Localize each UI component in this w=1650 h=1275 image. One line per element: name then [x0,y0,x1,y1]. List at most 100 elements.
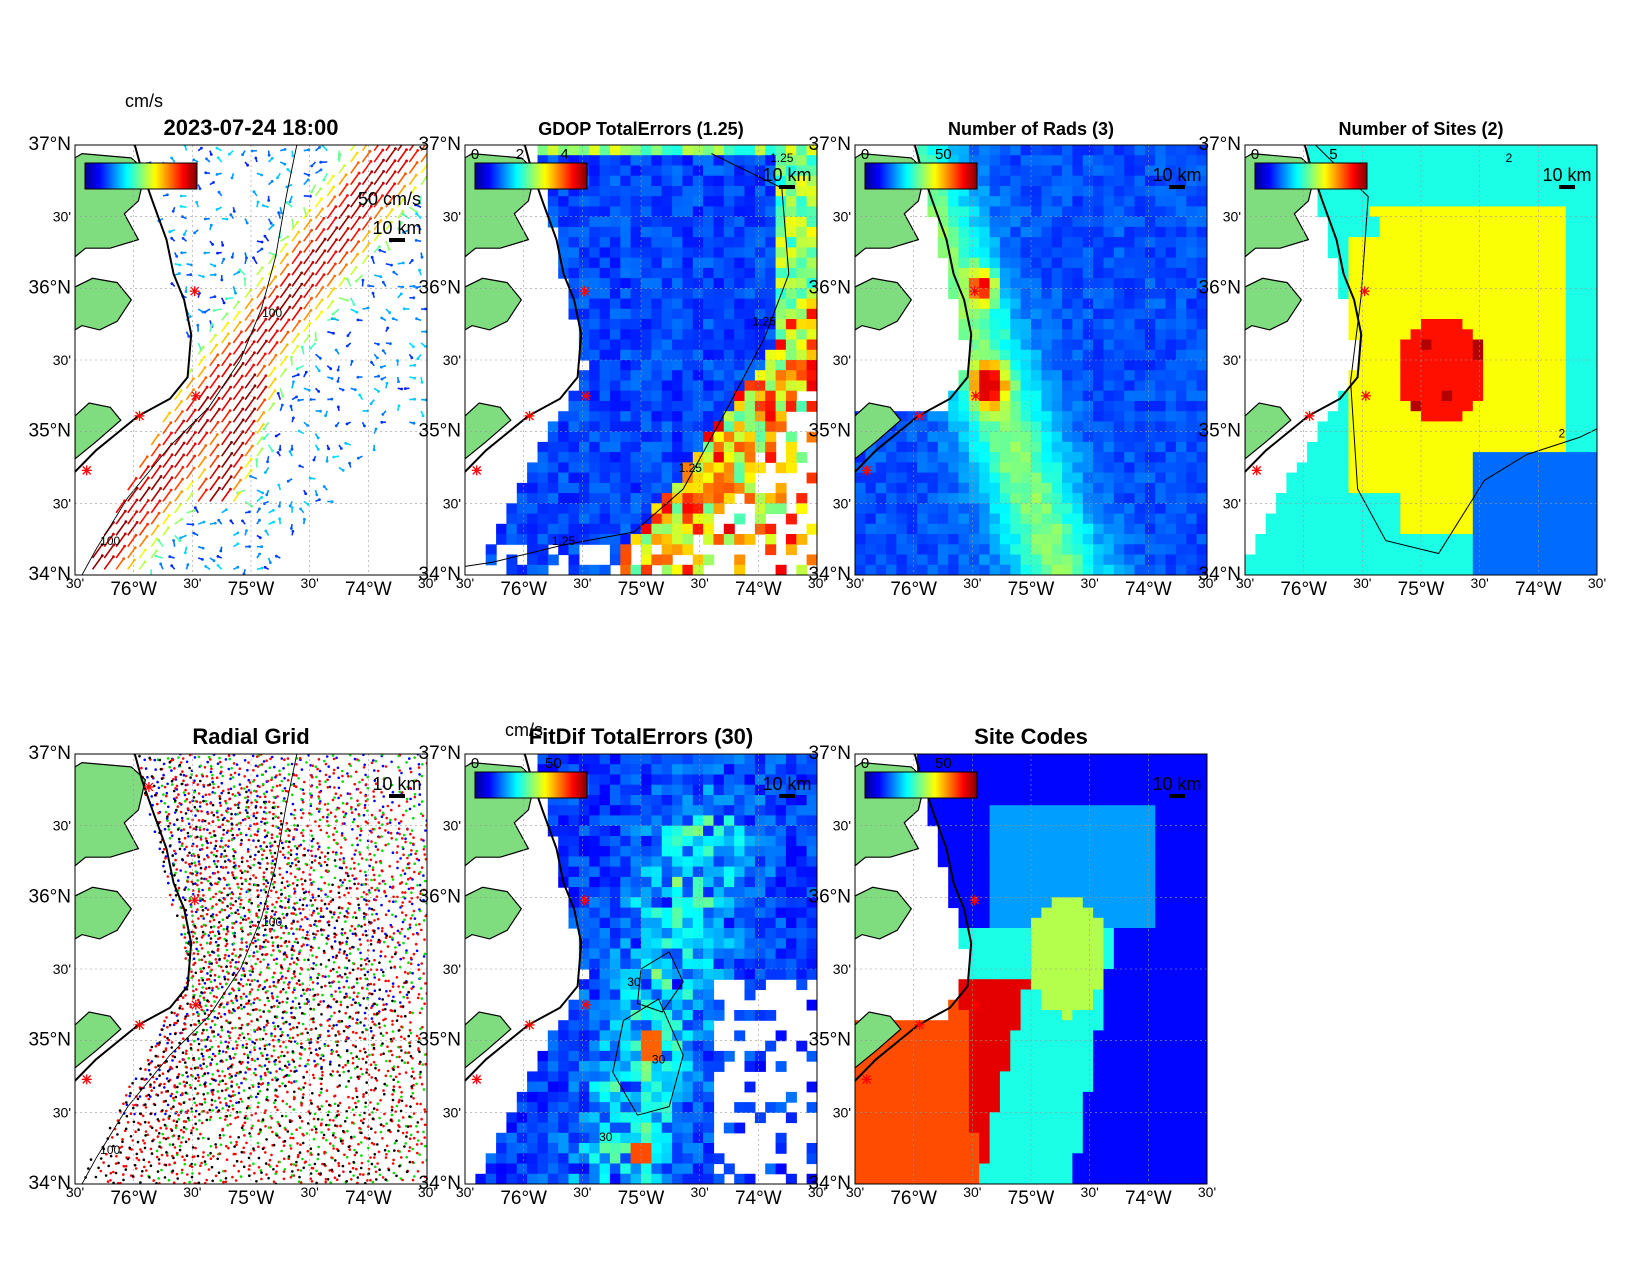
vector-head [112,555,115,559]
grid-cell [1493,564,1505,575]
vector-head [215,433,219,436]
grid-cell [1565,257,1577,269]
current-vector [150,512,160,525]
grid-cell [1472,339,1484,351]
grid-cell [1196,544,1207,556]
grid-cell [1514,534,1526,545]
grid-cell [1369,339,1381,351]
grid-cell [1186,431,1198,443]
current-vector [197,408,209,423]
radial-grid-point [185,760,189,764]
vector-head [112,532,115,536]
land-mass [855,277,913,331]
grid-cell [1586,278,1597,289]
grid-cell [1493,493,1505,504]
vector-head [147,486,151,490]
grid-cell [1472,165,1484,177]
grid-cell [1410,360,1422,371]
grid-cell [1041,452,1053,463]
grid-cell [547,421,559,433]
vector-head [413,186,417,190]
grid-cell [1503,155,1515,166]
grid-cell [906,421,918,433]
colorbar-tick-label: 0 [471,146,479,163]
grid-cell [1062,421,1074,433]
grid-cell [1586,298,1597,310]
grid-cell [1452,554,1464,566]
radial-grid-point [238,793,241,796]
grid-cell [796,564,808,575]
grid-cell [1358,493,1370,504]
grid-cell [1196,145,1207,156]
grid-cell [785,390,797,402]
grid-cell [1134,186,1146,197]
colorbar [474,162,588,190]
grid-cell [1503,523,1515,535]
vector-head [299,295,303,298]
current-vector [256,278,264,287]
grid-cell [1020,216,1032,228]
grid-cell [1441,360,1453,371]
grid-cell [682,390,694,402]
vector-head [356,318,360,322]
vector-head [285,355,288,359]
grid-cell [1165,278,1177,289]
grid-cell [1565,349,1577,361]
grid-cell [620,247,632,259]
grid-cell [516,534,528,545]
grid-cell [558,196,570,207]
grid-cell [1431,226,1443,238]
grid-cell [1072,257,1084,269]
grid-cell [1410,319,1422,330]
grid-cell [547,493,559,504]
vector-head [230,255,234,259]
grid-cell [1472,247,1484,259]
grid-cell [651,155,663,166]
vector-head [299,250,302,254]
grid-cell [1010,145,1022,156]
grid-cell [672,329,684,341]
grid-cell [661,145,673,156]
grid-cell [1358,411,1370,422]
vector-head [335,226,339,230]
grid-cell [1041,288,1053,300]
grid-cell [948,288,960,300]
vector-head [245,221,249,225]
grid-cell [1483,380,1495,392]
vector-head [265,493,269,497]
grid-cell [641,216,652,228]
vector-head [412,296,416,300]
current-vector [279,369,287,378]
grid-cell [1113,554,1125,566]
vector-head [306,503,310,506]
grid-cell [775,380,787,392]
grid-cell [989,278,1001,289]
grid-cell [1493,411,1505,422]
vector-head [253,373,257,377]
current-vector [350,193,362,208]
vector-head [201,310,205,314]
grid-cell [796,155,808,166]
grid-cell [651,216,663,228]
grid-cell [1196,554,1207,566]
grid-cell [1462,288,1474,300]
vector-head [333,195,337,199]
grid-cell [682,339,694,351]
grid-cell [1093,329,1105,341]
grid-cell [796,226,808,238]
grid-cell [1576,452,1588,463]
grid-cell [703,380,715,392]
grid-cell [1483,431,1495,443]
current-vector [221,386,232,401]
grid-cell [1576,237,1588,248]
grid-cell [1186,472,1198,484]
grid-cell [527,493,539,504]
grid-cell [599,472,611,484]
grid-cell [1389,237,1401,248]
grid-cell [1020,411,1032,422]
grid-cell [682,298,694,310]
grid-cell [754,288,766,300]
vector-head [158,464,162,468]
grid-cell [1441,237,1453,248]
grid-cell [599,175,611,187]
